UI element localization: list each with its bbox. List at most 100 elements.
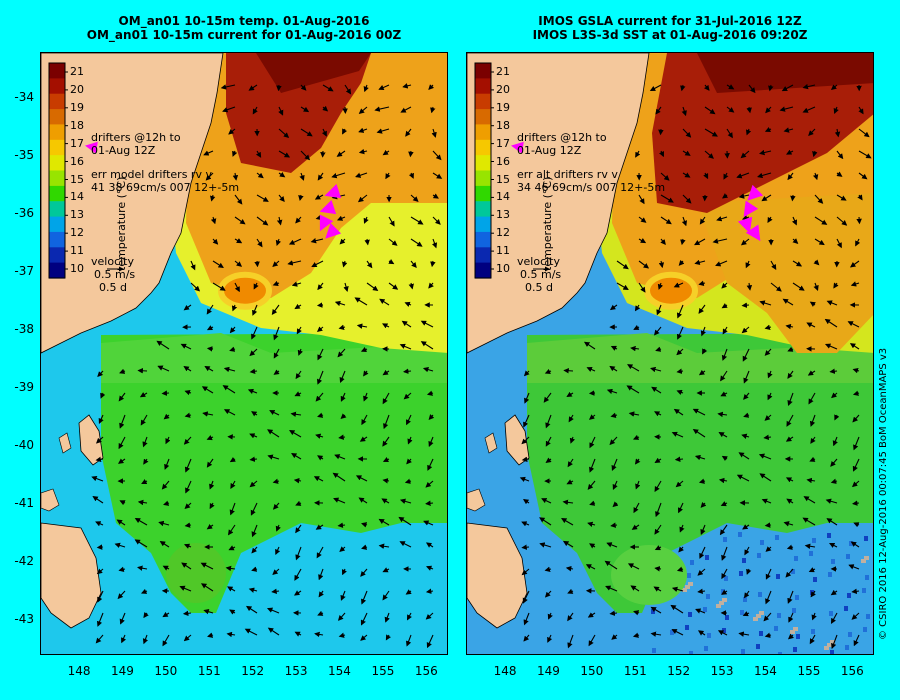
colorbar-swatch [49, 247, 65, 264]
current-arrow [704, 84, 710, 91]
current-arrow [228, 545, 236, 551]
lon-tick-label-right: 149 [537, 664, 560, 678]
current-arrow [588, 634, 596, 647]
current-arrow [339, 238, 346, 245]
sst-speckle [687, 573, 691, 578]
current-arrow [658, 128, 664, 136]
current-arrow [832, 436, 838, 447]
current-arrow [692, 408, 706, 416]
current-arrow [695, 608, 706, 614]
current-arrow [857, 194, 863, 201]
current-arrow [721, 568, 728, 580]
left-velocity-label: velocity [91, 255, 134, 268]
current-arrow [427, 458, 434, 471]
current-arrow [179, 585, 192, 592]
current-arrow [630, 345, 640, 352]
current-arrow [248, 587, 258, 593]
current-arrow [431, 238, 438, 249]
right-drifters-line-1: drifters @12h to [517, 131, 607, 144]
sst-speckle [792, 608, 796, 613]
current-arrow [337, 612, 346, 621]
current-arrow [523, 612, 530, 626]
current-arrow [184, 502, 192, 510]
current-arrow [804, 543, 816, 549]
current-arrow [742, 348, 750, 362]
current-arrow [229, 502, 236, 516]
current-arrow [119, 368, 126, 374]
current-arrow [251, 524, 258, 538]
current-arrow [402, 83, 412, 89]
current-arrow [256, 194, 269, 202]
lon-tick-label-left: 156 [414, 664, 438, 678]
current-arrow [802, 517, 816, 526]
left-map-panel[interactable]: temperature (°C) 21 20 19 18 17 16 15 14 13 12 11 1… [40, 52, 448, 655]
current-arrow [721, 546, 728, 561]
current-arrow [295, 500, 302, 506]
current-arrow [697, 568, 706, 576]
current-arrow [785, 436, 794, 442]
current-arrow [853, 436, 860, 451]
current-arrow [423, 520, 434, 526]
current-arrow [96, 544, 104, 550]
current-arrow [678, 546, 684, 553]
current-arrow [234, 260, 243, 267]
current-arrow [293, 477, 302, 484]
current-arrow [266, 607, 280, 614]
current-arrow [743, 590, 750, 599]
current-arrow [403, 392, 412, 400]
current-arrow [425, 542, 434, 548]
lat-tick-label: -35 [14, 148, 34, 163]
current-arrow [428, 84, 435, 90]
current-arrow [568, 414, 574, 423]
colorbar [474, 62, 494, 279]
current-arrow [252, 304, 258, 316]
colorbar-tick-label: 12 [70, 226, 84, 240]
current-arrow [223, 409, 236, 416]
sst-speckle [811, 629, 815, 634]
right-drifters-note: drifters @12h to 01-Aug 12Z [517, 131, 607, 157]
left-title-line-1: OM_an01 10-15m temp. 01-Aug-2016 [118, 14, 370, 28]
left-map-svg [41, 53, 447, 654]
current-arrow [806, 322, 816, 328]
current-arrow [654, 545, 662, 551]
current-arrow [206, 304, 214, 315]
colorbar-tick-label: 11 [496, 244, 510, 258]
current-arrow [720, 391, 728, 397]
current-arrow [143, 458, 149, 465]
colorbar-swatch [49, 155, 65, 172]
current-arrow [676, 566, 684, 572]
colorbar-tick-label: 16 [70, 154, 84, 168]
current-arrow [611, 458, 618, 472]
current-arrow [723, 172, 729, 180]
current-arrow [202, 411, 214, 417]
current-arrow [405, 128, 412, 137]
lon-tick-label-right: 150 [580, 664, 604, 678]
current-arrow [698, 478, 706, 484]
current-arrow [294, 568, 302, 581]
current-arrow [227, 524, 236, 536]
current-arrow [848, 564, 860, 570]
drifter-arrow [745, 224, 761, 242]
current-arrow [808, 392, 816, 405]
lon-tick-label-left: 155 [371, 664, 395, 678]
drifter-arrow [324, 183, 342, 199]
current-arrow [764, 126, 772, 132]
current-arrow [682, 150, 691, 156]
current-arrow [382, 590, 390, 601]
right-velocity-speed: 0.5 m/s [520, 268, 562, 281]
current-arrow [294, 303, 302, 310]
current-arrow [234, 194, 243, 205]
current-vector-field [91, 83, 443, 649]
right-map-panel[interactable]: temperature (°C) 21 20 19 18 17 16 15 14 13 12 11 1… [466, 52, 874, 655]
current-arrow [587, 480, 596, 490]
current-arrow [212, 282, 226, 291]
current-arrow [278, 171, 286, 178]
current-arrow [703, 172, 709, 180]
current-arrow [331, 172, 346, 179]
current-arrow [384, 612, 390, 623]
current-arrow [638, 260, 650, 269]
current-arrow [316, 326, 324, 333]
current-arrow [426, 390, 434, 396]
sst-speckle [809, 551, 813, 556]
current-arrow [297, 348, 303, 356]
